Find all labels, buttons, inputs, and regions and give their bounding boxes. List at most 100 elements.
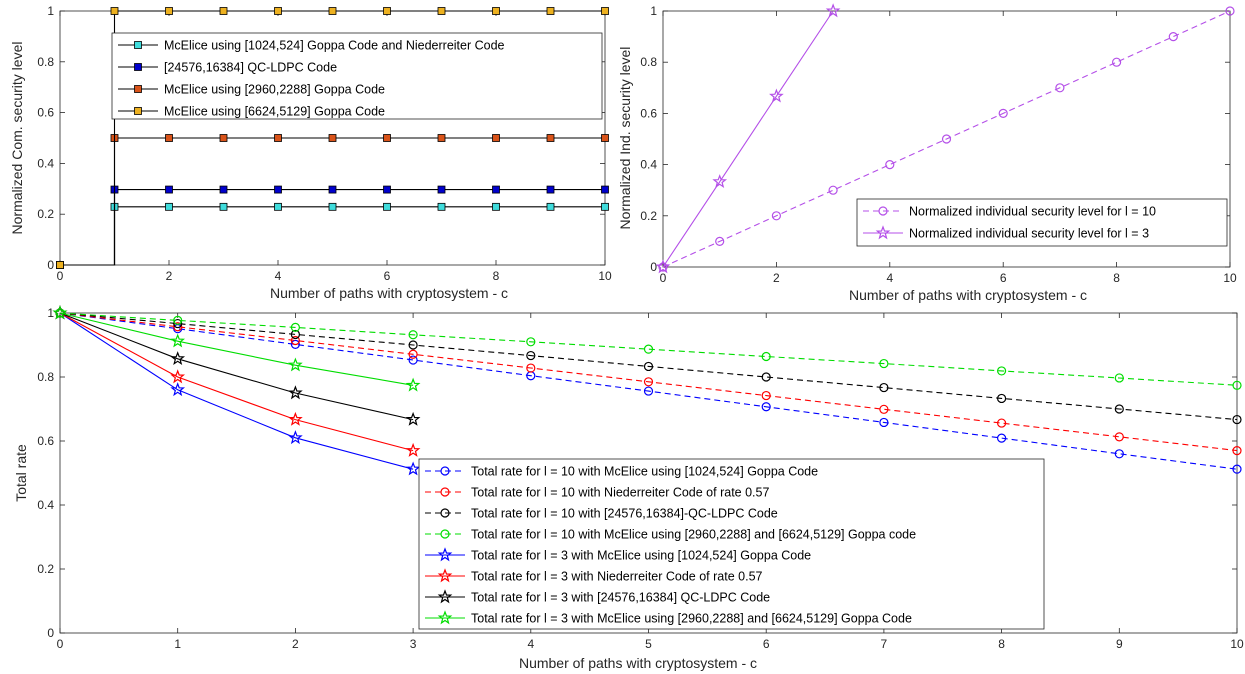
chart-panel-1: 0 2 4 6 8 10 0 0.2 0.4 0.6 0.8 1 Number of paths wit…	[9, 4, 612, 301]
data-point	[1114, 449, 1124, 459]
data-point	[601, 202, 609, 211]
x-tick-label: 3	[410, 637, 417, 651]
chart-panel-3: 0 1 2 3 4 5 6 7 8 9 10 0 0.2 0.4 0.6 0.8 1 Number of path…	[13, 305, 1244, 671]
data-point	[879, 382, 889, 393]
data-point	[383, 185, 391, 194]
x-tick-label: 2	[166, 269, 173, 283]
data-point	[170, 369, 186, 384]
data-point	[219, 185, 228, 194]
legend-marker	[440, 487, 450, 497]
data-point	[383, 202, 391, 211]
data-point	[290, 322, 300, 332]
legend-marker	[437, 589, 453, 604]
data-point	[1225, 6, 1235, 16]
data-point	[879, 358, 889, 369]
data-point	[328, 185, 337, 194]
series-2	[655, 3, 841, 274]
x-tick-label: 4	[886, 271, 893, 285]
data-point	[219, 134, 228, 142]
x-axis-label: Number of paths with cryptosystem - c	[849, 287, 1087, 303]
legend-label: McElice using [1024,524] Goppa Code and …	[164, 39, 505, 53]
legend-marker	[878, 206, 888, 216]
legend-marker	[875, 225, 891, 240]
data-point	[219, 7, 228, 15]
x-tick-label: 6	[763, 637, 770, 651]
data-point	[1114, 404, 1124, 414]
x-tick-label: 9	[1116, 637, 1123, 651]
x-tick-label: 10	[1223, 271, 1237, 285]
x-tick-label: 8	[1113, 271, 1120, 285]
data-point	[288, 385, 303, 400]
legend-marker	[440, 508, 450, 518]
data-point	[492, 202, 500, 211]
x-tick-label: 0	[57, 269, 64, 283]
data-point	[288, 430, 303, 445]
data-point	[405, 461, 421, 476]
x-tick-label: 5	[645, 637, 652, 651]
data-point	[996, 393, 1007, 404]
data-point	[546, 7, 555, 15]
data-point	[546, 185, 555, 194]
y-axis-label: Normalized Com. security level	[9, 42, 25, 235]
data-point	[408, 349, 418, 359]
data-point	[110, 7, 119, 15]
data-point	[825, 3, 841, 18]
data-point	[173, 315, 183, 325]
data-point	[173, 318, 183, 329]
y-tick-label: 0.4	[37, 498, 54, 512]
x-tick-label: 0	[660, 271, 667, 285]
data-point	[761, 390, 771, 401]
y-tick-label: 0	[47, 258, 54, 272]
data-point	[437, 134, 446, 142]
series-3	[55, 308, 1242, 425]
y-tick-label: 0.2	[640, 209, 657, 223]
y-tick-label: 0.2	[37, 207, 54, 221]
y-tick-label: 0.6	[37, 106, 54, 120]
data-point	[996, 366, 1007, 376]
y-tick-label: 0.4	[640, 158, 657, 172]
data-point	[405, 411, 421, 426]
data-point	[1114, 373, 1124, 383]
legend-box	[856, 198, 1228, 247]
chart-panel-2: 0 2 4 6 8 10 0 0.2 0.4 0.6 0.8 1 Number of paths wit…	[617, 3, 1237, 303]
data-point	[761, 402, 771, 412]
data-point	[1055, 83, 1065, 93]
data-point	[761, 351, 771, 362]
x-tick-label: 2	[292, 637, 299, 651]
legend-label: [24576,16384] QC-LDPC Code	[164, 61, 337, 75]
legend-label: McElice using [6624,5129] Goppa Code	[164, 105, 385, 119]
y-tick-label: 0.6	[37, 434, 54, 448]
data-point	[492, 134, 500, 142]
y-tick-label: 0.6	[640, 106, 657, 120]
series-line	[662, 10, 834, 268]
series-8	[52, 305, 421, 392]
data-point	[408, 355, 418, 365]
x-tick-label: 4	[275, 269, 282, 283]
data-point	[712, 174, 728, 188]
data-point	[643, 361, 654, 372]
data-point	[219, 202, 228, 211]
data-point	[437, 185, 446, 194]
y-tick-label: 0.4	[37, 156, 54, 170]
data-point	[1232, 380, 1242, 390]
data-point	[1232, 464, 1242, 474]
x-tick-label: 4	[527, 637, 534, 651]
series-1	[55, 308, 1242, 474]
data-point	[328, 134, 337, 142]
x-tick-label: 2	[773, 271, 780, 285]
data-point	[290, 335, 300, 346]
data-point	[601, 134, 609, 142]
x-axis-label: Number of paths with cryptosystem - c	[270, 285, 508, 301]
data-point	[879, 404, 889, 414]
data-point	[526, 363, 536, 373]
data-point	[288, 357, 303, 372]
data-point	[643, 344, 654, 354]
y-tick-label: 1	[47, 306, 54, 320]
series-line	[59, 312, 414, 421]
data-point	[996, 418, 1007, 428]
data-point	[601, 7, 609, 15]
data-point	[274, 202, 282, 211]
legend: Total rate for l = 10 with McElice using…	[418, 458, 1045, 630]
data-point	[165, 7, 173, 15]
data-point	[165, 134, 173, 142]
